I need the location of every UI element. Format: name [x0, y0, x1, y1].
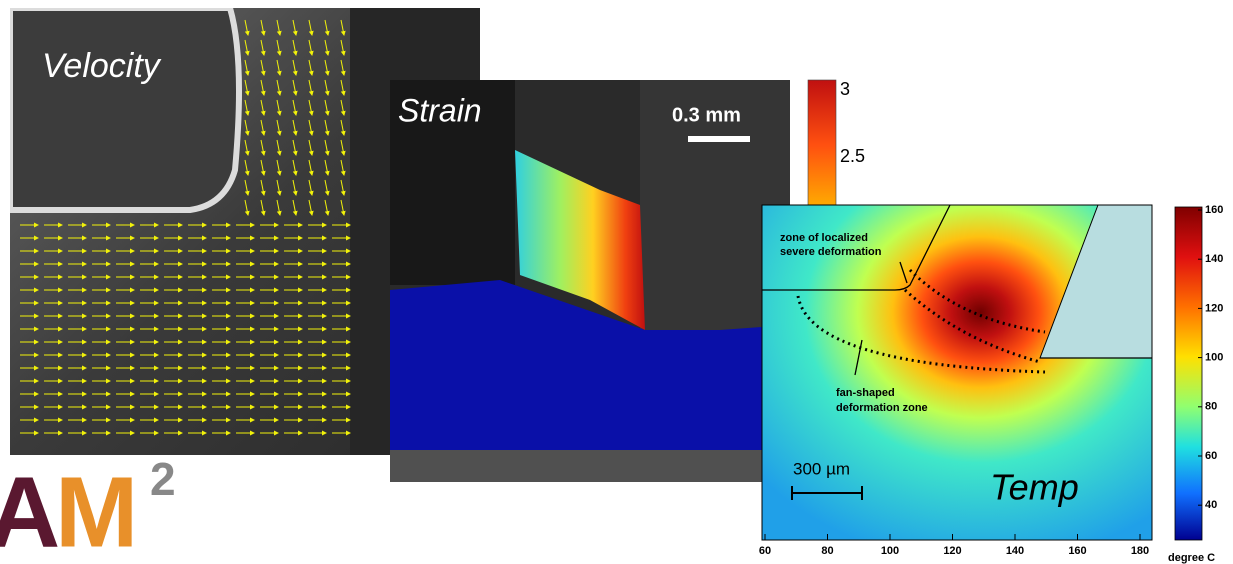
logo-letter: A [0, 456, 60, 564]
logo-superscript: 2 [150, 453, 176, 505]
temp-panel: zone of localized severe deformation fan… [762, 205, 1152, 540]
page: Velocity Strain 0.3 mm 32.5 zone of loca… [0, 0, 1233, 564]
panel-title: Temp [990, 467, 1079, 508]
annotation: deformation zone [836, 402, 928, 414]
x-tick-label: 80 [821, 545, 833, 557]
colorbar-tick-label: 80 [1205, 401, 1217, 413]
strain-base [390, 450, 790, 482]
annotation: fan-shaped [836, 387, 895, 399]
x-tick-label: 100 [881, 545, 899, 557]
colorbar-tick-label: 3 [840, 79, 850, 99]
strain-panel: Strain 0.3 mm [390, 80, 790, 482]
x-tick-label: 180 [1131, 545, 1149, 557]
temp-colorbar [1175, 207, 1202, 540]
x-tick-label: 60 [759, 545, 771, 557]
colorbar-tick-label: 60 [1205, 450, 1217, 462]
colorbar-tick-label: 160 [1205, 204, 1223, 216]
x-tick-label: 120 [943, 545, 961, 557]
panel-title: Velocity [42, 47, 162, 85]
logo-letter: M [55, 456, 138, 564]
strain-colorbar-ticks: 32.5 [840, 79, 865, 166]
annotation: severe deformation [780, 246, 882, 258]
scale-label: 0.3 mm [672, 104, 741, 126]
x-tick-label: 140 [1006, 545, 1024, 557]
colorbar-tick-label: 2.5 [840, 146, 865, 166]
scale-label: 300 µm [793, 459, 850, 478]
colorbar-tick-label: 100 [1205, 352, 1223, 364]
strain-colorbar [808, 80, 836, 210]
tool-shape [10, 8, 239, 210]
colorbar-tick-label: 40 [1205, 499, 1217, 511]
colorbar-label: degree C [1168, 552, 1215, 564]
panel-title: Strain [398, 92, 482, 128]
annotation: zone of localized [780, 232, 868, 244]
colorbar-tick-label: 140 [1205, 253, 1223, 265]
colorbar-tick-label: 120 [1205, 302, 1223, 314]
x-tick-label: 160 [1068, 545, 1086, 557]
scale-bar [688, 136, 750, 142]
